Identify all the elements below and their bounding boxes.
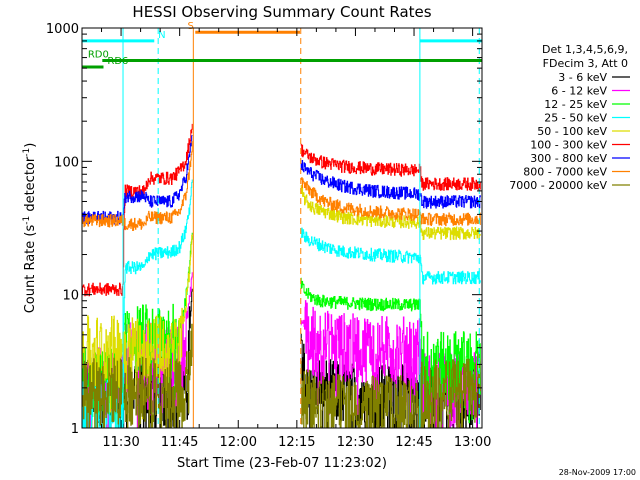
y-tick-label: 1000 [46, 22, 79, 37]
legend-label-7000-20000-kev: 7000 - 20000 keV [509, 179, 607, 192]
series-line-100-300-kev-seg-1 [82, 123, 193, 297]
axes: 11:30 11:45 12:00 12:15 12:30 12:45 13:00 1 10 10… [46, 22, 491, 450]
series-traces [82, 123, 481, 429]
legend-label-100-300-kev: 100 - 300 keV [530, 139, 607, 152]
series-line-12-25-kev-seg-2 [300, 277, 481, 425]
series-line-7000-20000-kev-seg-2 [300, 358, 481, 429]
plot-frame [81, 27, 483, 429]
legend-label-800-7000-kev: 800 - 7000 keV [523, 166, 607, 179]
series-line-7000-20000-kev-seg-1 [82, 323, 193, 429]
series-line-300-800-kev-seg-1 [82, 135, 193, 225]
series-line-100-300-kev-seg-2 [300, 143, 481, 191]
legend-header-line-2: FDecim 3, Att 0 [543, 57, 628, 70]
date-stamp: 28-Nov-2009 17:00 [559, 468, 636, 477]
x-tick-label: 11:30 [102, 435, 139, 450]
x-tick-label: 13:00 [454, 435, 491, 450]
legend-label-6-12-kev: 6 - 12 keV [551, 85, 607, 98]
x-tick-label: 12:45 [395, 435, 432, 450]
state-label-rd0: RD0 [88, 50, 109, 61]
state-label-rd6: RD6 [107, 56, 128, 67]
state-label-n: N [158, 30, 165, 41]
state-label-s: S [187, 21, 193, 32]
series-line-25-50-kev-seg-2 [300, 227, 481, 285]
legend-label-50-100-kev: 50 - 100 keV [537, 125, 607, 138]
x-tick-label: 12:15 [278, 435, 315, 450]
chart-title: HESSI Observing Summary Count Rates [132, 3, 431, 21]
x-tick-label: 12:30 [337, 435, 374, 450]
legend-label-3-6-kev: 3 - 6 keV [558, 71, 607, 84]
series-line-300-800-kev-seg-2 [300, 160, 481, 209]
legend-label-25-50-kev: 25 - 50 keV [544, 112, 607, 125]
x-axis-label: Start Time (23-Feb-07 11:23:02) [177, 456, 387, 471]
y-tick-label: 100 [54, 155, 79, 170]
legend-label-12-25-kev: 12 - 25 keV [544, 98, 607, 111]
x-tick-label: 12:00 [220, 435, 257, 450]
legend-label-300-800-kev: 300 - 800 keV [530, 152, 607, 165]
series-line-800-7000-kev-seg-1 [82, 141, 193, 231]
x-tick-label: 11:45 [161, 435, 198, 450]
y-tick-label: 1 [71, 422, 79, 437]
series-line-800-7000-kev-seg-2 [300, 177, 481, 227]
legend: Det 1,3,4,5,6,9, FDecim 3, Att 0 3 - 6 k… [509, 43, 630, 192]
y-axis-label: Count Rate (s-1 detector-1) [22, 143, 38, 314]
y-tick-label: 10 [62, 289, 79, 304]
legend-header-line-1: Det 1,3,4,5,6,9, [542, 43, 628, 56]
